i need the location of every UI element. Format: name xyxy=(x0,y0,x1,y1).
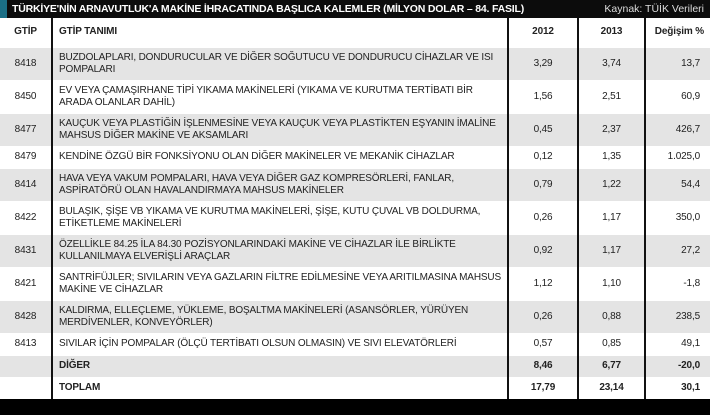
table-row: 8477 KAUÇUK VEYA PLASTİĞİN İŞLENMESİNE VE… xyxy=(0,112,710,146)
cell-code: 8413 xyxy=(0,332,52,355)
cell-name: SIVILAR İÇİN POMPALAR (ÖLÇÜ TERTİBATI OL… xyxy=(51,332,508,355)
cell-name: KALDIRMA, ELLEÇLEME, YÜKLEME, BOŞALTMA M… xyxy=(51,299,508,333)
cell-code: 8450 xyxy=(0,79,52,113)
header-change: Değişim % xyxy=(644,18,710,47)
cell-2012: 17,79 xyxy=(507,376,578,399)
export-table: GTİP GTİP TANIMI 2012 2013 Değişim % 841… xyxy=(0,18,710,399)
table-row: 8418 BUZDOLAPLARI, DONDURUCULAR VE DİĞER … xyxy=(0,46,710,80)
cell-name: ÖZELLİKLE 84.25 İLA 84.30 POZİSYONLARIND… xyxy=(51,233,508,267)
table-row: 8422 BULAŞIK, ŞİŞE VB YIKAMA VE KURUTMA M… xyxy=(0,200,710,234)
source-note: Kaynak: TÜİK Verileri xyxy=(604,3,704,15)
cell-code xyxy=(0,376,52,399)
table-row: 8431 ÖZELLİKLE 84.25 İLA 84.30 POZİSYONLA… xyxy=(0,233,710,267)
cell-name: BUZDOLAPLARI, DONDURUCULAR VE DİĞER SOĞU… xyxy=(51,46,508,80)
cell-name: HAVA VEYA VAKUM POMPALARI, HAVA VEYA DİĞ… xyxy=(51,167,508,201)
cell-2012: 8,46 xyxy=(507,354,578,377)
cell-change: 60,9 xyxy=(644,79,710,113)
cell-2013: 23,14 xyxy=(577,376,645,399)
header-code: GTİP xyxy=(0,18,52,47)
cell-2012: 0,12 xyxy=(507,145,578,168)
cell-2013: 1,35 xyxy=(577,145,645,168)
cell-2013: 1,17 xyxy=(577,200,645,234)
cell-name: DİĞER xyxy=(51,354,508,377)
header-name: GTİP TANIMI xyxy=(51,18,508,47)
cell-2013: 0,88 xyxy=(577,299,645,333)
table-title: TÜRKİYE'NİN ARNAVUTLUK'A MAKİNE İHRACATI… xyxy=(12,3,525,15)
cell-code: 8418 xyxy=(0,46,52,80)
cell-code: 8422 xyxy=(0,200,52,234)
cell-change: 49,1 xyxy=(644,332,710,355)
cell-2012: 1,56 xyxy=(507,79,578,113)
cell-code: 8428 xyxy=(0,299,52,333)
cell-2013: 3,74 xyxy=(577,46,645,80)
cell-name: EV VEYA ÇAMAŞIRHANE TİPİ YIKAMA MAKİNELE… xyxy=(51,79,508,113)
cell-change: -1,8 xyxy=(644,266,710,300)
cell-2013: 1,17 xyxy=(577,233,645,267)
cell-2013: 1,10 xyxy=(577,266,645,300)
cell-2013: 2,37 xyxy=(577,112,645,146)
total-row: TOPLAM 17,79 23,14 30,1 xyxy=(0,376,710,399)
table-row: 8450 EV VEYA ÇAMAŞIRHANE TİPİ YIKAMA MAKİ… xyxy=(0,79,710,113)
cell-2012: 0,92 xyxy=(507,233,578,267)
cell-code: 8479 xyxy=(0,145,52,168)
header-2013: 2013 xyxy=(577,18,645,47)
cell-name: BULAŞIK, ŞİŞE VB YIKAMA VE KURUTMA MAKİN… xyxy=(51,200,508,234)
cell-2013: 2,51 xyxy=(577,79,645,113)
cell-2012: 0,57 xyxy=(507,332,578,355)
cell-change: 54,4 xyxy=(644,167,710,201)
cell-code: 8414 xyxy=(0,167,52,201)
cell-change: 350,0 xyxy=(644,200,710,234)
cell-2013: 1,22 xyxy=(577,167,645,201)
header-row: GTİP GTİP TANIMI 2012 2013 Değişim % xyxy=(0,18,710,47)
cell-change: 27,2 xyxy=(644,233,710,267)
other-row: DİĞER 8,46 6,77 -20,0 xyxy=(0,354,710,377)
cell-name: SANTRİFÜJLER; SIVILARIN VEYA GAZLARIN Fİ… xyxy=(51,266,508,300)
cell-change: 30,1 xyxy=(644,376,710,399)
accent-stripe xyxy=(0,0,7,18)
table-row: 8479 KENDİNE ÖZGÜ BİR FONKSİYONU OLAN DİĞ… xyxy=(0,145,710,168)
cell-change: 1.025,0 xyxy=(644,145,710,168)
table-row: 8421 SANTRİFÜJLER; SIVILARIN VEYA GAZLARI… xyxy=(0,266,710,300)
cell-change: 426,7 xyxy=(644,112,710,146)
cell-2012: 1,12 xyxy=(507,266,578,300)
cell-2012: 0,79 xyxy=(507,167,578,201)
cell-change: -20,0 xyxy=(644,354,710,377)
title-bar: TÜRKİYE'NİN ARNAVUTLUK'A MAKİNE İHRACATI… xyxy=(0,0,710,18)
table-row: 8413 SIVILAR İÇİN POMPALAR (ÖLÇÜ TERTİBAT… xyxy=(0,332,710,355)
cell-2013: 6,77 xyxy=(577,354,645,377)
cell-change: 238,5 xyxy=(644,299,710,333)
cell-2012: 0,45 xyxy=(507,112,578,146)
cell-code: 8431 xyxy=(0,233,52,267)
table-row: 8428 KALDIRMA, ELLEÇLEME, YÜKLEME, BOŞALT… xyxy=(0,299,710,333)
cell-name: TOPLAM xyxy=(51,376,508,399)
header-2012: 2012 xyxy=(507,18,578,47)
cell-code xyxy=(0,354,52,377)
cell-2012: 0,26 xyxy=(507,299,578,333)
cell-code: 8421 xyxy=(0,266,52,300)
cell-change: 13,7 xyxy=(644,46,710,80)
cell-2013: 0,85 xyxy=(577,332,645,355)
cell-name: KAUÇUK VEYA PLASTİĞİN İŞLENMESİNE VEYA K… xyxy=(51,112,508,146)
cell-code: 8477 xyxy=(0,112,52,146)
cell-2012: 3,29 xyxy=(507,46,578,80)
cell-name: KENDİNE ÖZGÜ BİR FONKSİYONU OLAN DİĞER M… xyxy=(51,145,508,168)
cell-2012: 0,26 xyxy=(507,200,578,234)
table-row: 8414 HAVA VEYA VAKUM POMPALARI, HAVA VEYA… xyxy=(0,167,710,201)
